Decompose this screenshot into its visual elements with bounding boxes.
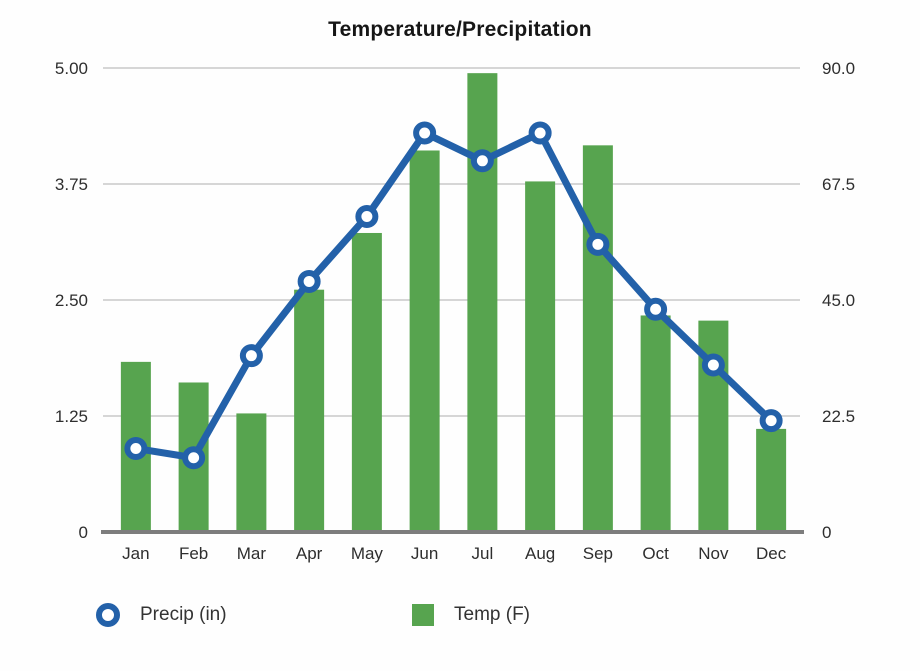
x-tick-jan: Jan: [122, 544, 149, 563]
bar-dec: [756, 428, 787, 532]
y-left-tick: 5.00: [55, 59, 88, 78]
precip-line: [132, 129, 775, 462]
y-left-tick: 2.50: [55, 291, 88, 310]
point-aug: [528, 121, 552, 145]
bar-jun: [409, 150, 440, 532]
point-apr: [297, 269, 321, 293]
legend-item-precip: Precip (in): [96, 602, 227, 628]
y-right-tick: 67.5: [822, 175, 855, 194]
bar-sep: [582, 145, 613, 533]
point-oct: [644, 297, 668, 321]
x-tick-oct: Oct: [642, 544, 669, 563]
temp-bar-swatch-icon: [412, 604, 434, 626]
y-right-tick: 22.5: [822, 407, 855, 426]
x-tick-sep: Sep: [583, 544, 613, 563]
legend-item-temp: Temp (F): [412, 602, 530, 628]
x-tick-jul: Jul: [472, 544, 494, 563]
bar-mar: [236, 413, 267, 532]
x-tick-feb: Feb: [179, 544, 208, 563]
bar-may: [351, 232, 382, 532]
point-may: [355, 204, 379, 228]
x-tick-may: May: [351, 544, 384, 563]
x-tick-dec: Dec: [756, 544, 787, 563]
legend-label-precip: Precip (in): [140, 604, 227, 625]
y-right-tick: 90.0: [822, 59, 855, 78]
point-jan: [124, 436, 148, 460]
bar-oct: [640, 315, 671, 532]
precip-line-marker-icon: [96, 603, 120, 627]
bar-aug: [525, 181, 556, 532]
y-left-tick: 0: [79, 523, 88, 542]
y-left-tick: 3.75: [55, 175, 88, 194]
legend-label-temp: Temp (F): [454, 604, 530, 625]
point-nov: [701, 353, 725, 377]
chart-title: Temperature/Precipitation: [328, 18, 592, 41]
point-feb: [182, 446, 206, 470]
point-dec: [759, 409, 783, 433]
point-jul: [470, 149, 494, 173]
x-tick-nov: Nov: [698, 544, 729, 563]
bar-jul: [467, 73, 498, 533]
point-jun: [413, 121, 437, 145]
x-tick-mar: Mar: [237, 544, 267, 563]
point-sep: [586, 232, 610, 256]
y-right-tick: 45.0: [822, 291, 855, 310]
point-mar: [239, 344, 263, 368]
x-tick-apr: Apr: [296, 544, 323, 563]
y-left-tick: 1.25: [55, 407, 88, 426]
bar-apr: [294, 289, 325, 532]
x-tick-aug: Aug: [525, 544, 555, 563]
y-right-tick: 0: [822, 523, 831, 542]
x-tick-jun: Jun: [411, 544, 438, 563]
